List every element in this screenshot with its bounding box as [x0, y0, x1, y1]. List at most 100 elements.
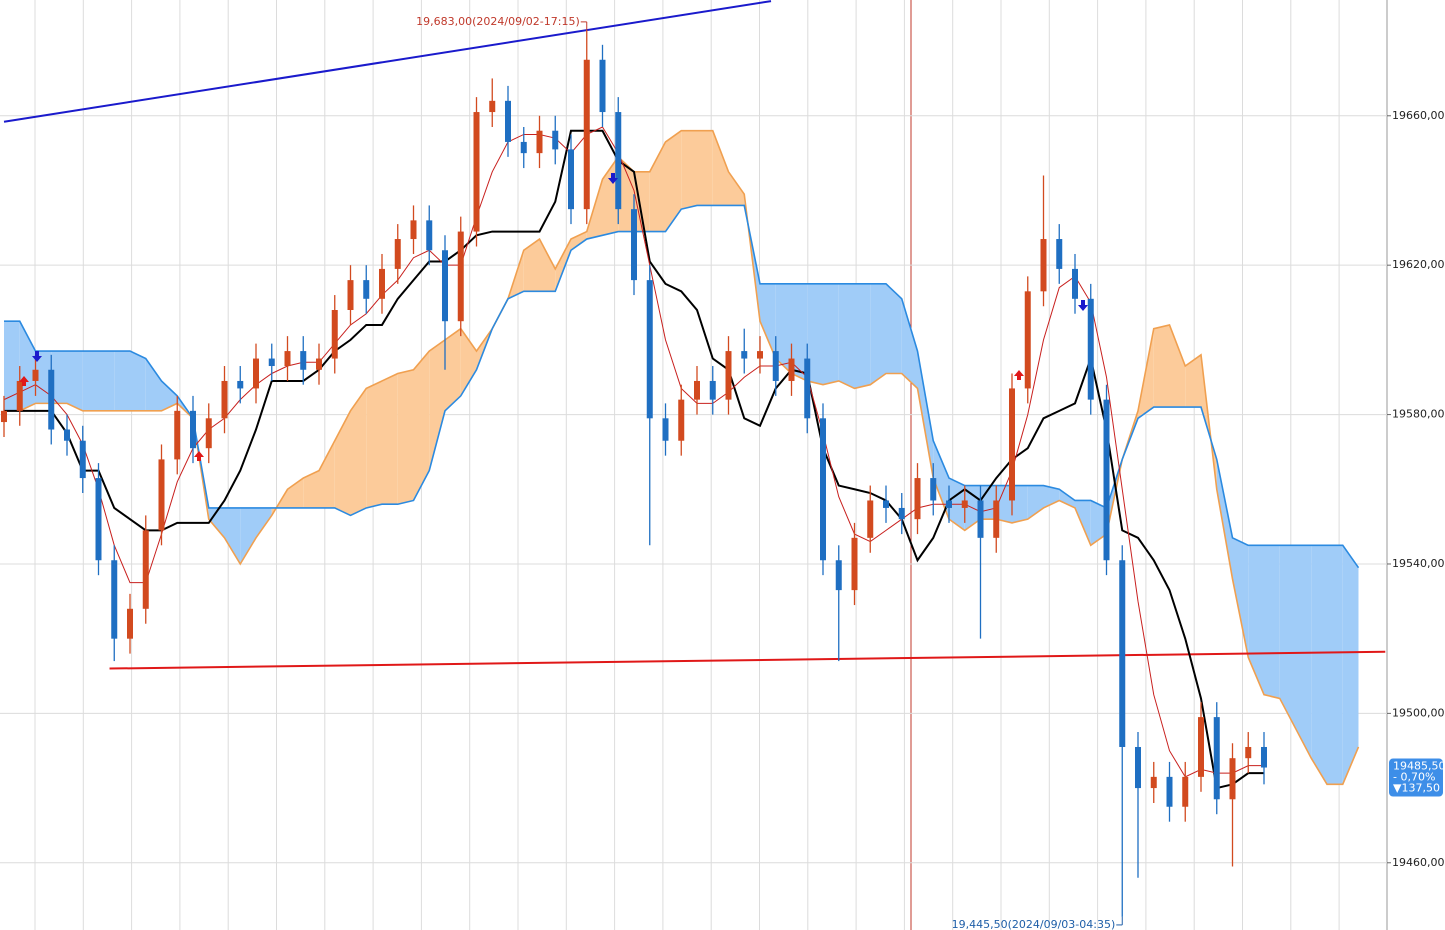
candle-body	[410, 220, 417, 240]
candle-body	[883, 500, 889, 508]
candle-body	[804, 358, 811, 419]
cloud-segment	[1059, 489, 1075, 508]
candle-body	[914, 478, 921, 520]
cloud-segment	[429, 339, 445, 471]
cloud-segment	[130, 351, 146, 411]
cloud-segment	[665, 130, 682, 232]
cloud-segment	[51, 351, 67, 404]
cloud-segment	[996, 485, 1012, 523]
cloud-segment	[807, 283, 823, 385]
cloud-segment	[413, 351, 430, 501]
candle-body	[662, 418, 669, 441]
cloud-segment	[618, 156, 634, 232]
cloud-segment	[823, 283, 839, 385]
cloud-segment	[256, 507, 272, 538]
candle-body	[473, 112, 480, 232]
candle-body	[772, 351, 779, 381]
candle-body	[599, 59, 606, 113]
cloud-segment	[523, 239, 540, 292]
candle-body	[694, 380, 700, 400]
candle-body	[520, 141, 527, 154]
cloud-segment	[1342, 545, 1359, 785]
candle-body	[977, 500, 984, 538]
cloud-segment	[791, 283, 808, 381]
cloud-segment	[634, 171, 650, 232]
candle-body	[1182, 776, 1189, 807]
candle-body	[961, 500, 968, 508]
candle-body	[284, 351, 291, 367]
candle-body	[1119, 560, 1126, 747]
candle-body	[1150, 776, 1157, 789]
sell-signal	[608, 173, 618, 184]
cloud-segment	[1153, 324, 1170, 408]
cloud-segment	[4, 321, 20, 411]
candle-body	[788, 358, 795, 381]
cloud-segment	[555, 239, 571, 292]
cloud-segment	[1279, 545, 1296, 729]
candle-body	[426, 220, 433, 251]
candle-body	[946, 500, 952, 508]
cloud-segment	[681, 130, 697, 210]
candle-body	[993, 500, 1000, 538]
conversion-line	[3, 126, 1264, 778]
cloud-segment	[571, 231, 587, 251]
candle-body	[1166, 776, 1173, 807]
candle-body	[851, 537, 858, 591]
cloud-segment	[366, 380, 382, 508]
cloud-segment	[208, 507, 225, 538]
change-percent: - 0,70%	[1393, 771, 1435, 784]
candle-body	[820, 418, 826, 561]
cloud-segment	[334, 410, 351, 516]
candle-body	[1024, 291, 1031, 389]
candle-body	[1, 410, 7, 423]
candle-body	[237, 380, 244, 389]
signals	[19, 173, 1088, 461]
candle-body	[1135, 746, 1141, 789]
cloud-segment	[460, 328, 477, 396]
candle-body	[64, 429, 70, 441]
span-b-line	[4, 204, 1360, 569]
candle-body	[898, 507, 905, 520]
cloud-segment	[224, 507, 241, 564]
candle-body	[347, 280, 354, 310]
cloud-segment	[1090, 500, 1107, 546]
cloud-segment	[933, 440, 949, 520]
sell-signal	[32, 351, 42, 362]
cloud-segment	[539, 239, 556, 292]
candle-body	[568, 149, 574, 210]
candle-body	[316, 358, 322, 370]
candle-body	[16, 380, 23, 411]
y-tick-label: 19660,00	[1392, 109, 1445, 122]
candle-body	[48, 369, 55, 430]
candle-body	[1009, 388, 1015, 501]
cloud-segment	[649, 141, 666, 232]
cloud-segment	[886, 283, 902, 374]
buy-signal	[1014, 370, 1024, 380]
cloud-segment	[697, 130, 713, 206]
candle-body	[379, 268, 385, 299]
candle-body	[835, 560, 842, 591]
candle-body	[1198, 717, 1204, 777]
candle-body	[646, 280, 653, 419]
cloud-segment	[1169, 324, 1186, 408]
candle-body	[552, 130, 559, 150]
candle-body	[930, 478, 937, 501]
candle-body	[1056, 239, 1063, 269]
candle-body	[300, 351, 307, 370]
cloud-segment	[397, 369, 414, 505]
candle-body	[678, 399, 685, 441]
y-tick-label: 19460,00	[1392, 856, 1445, 869]
cloud-segment	[114, 351, 130, 411]
trendline	[109, 650, 1386, 670]
cloud-segment	[728, 171, 745, 206]
candle-body	[1261, 746, 1267, 768]
candle-body	[363, 280, 370, 299]
cloud-segment	[1248, 545, 1264, 695]
cloud-segment	[838, 283, 855, 389]
candle-body	[190, 410, 196, 449]
cloud-segment	[775, 283, 792, 374]
candle-body	[757, 351, 763, 359]
buy-signal	[194, 451, 204, 461]
